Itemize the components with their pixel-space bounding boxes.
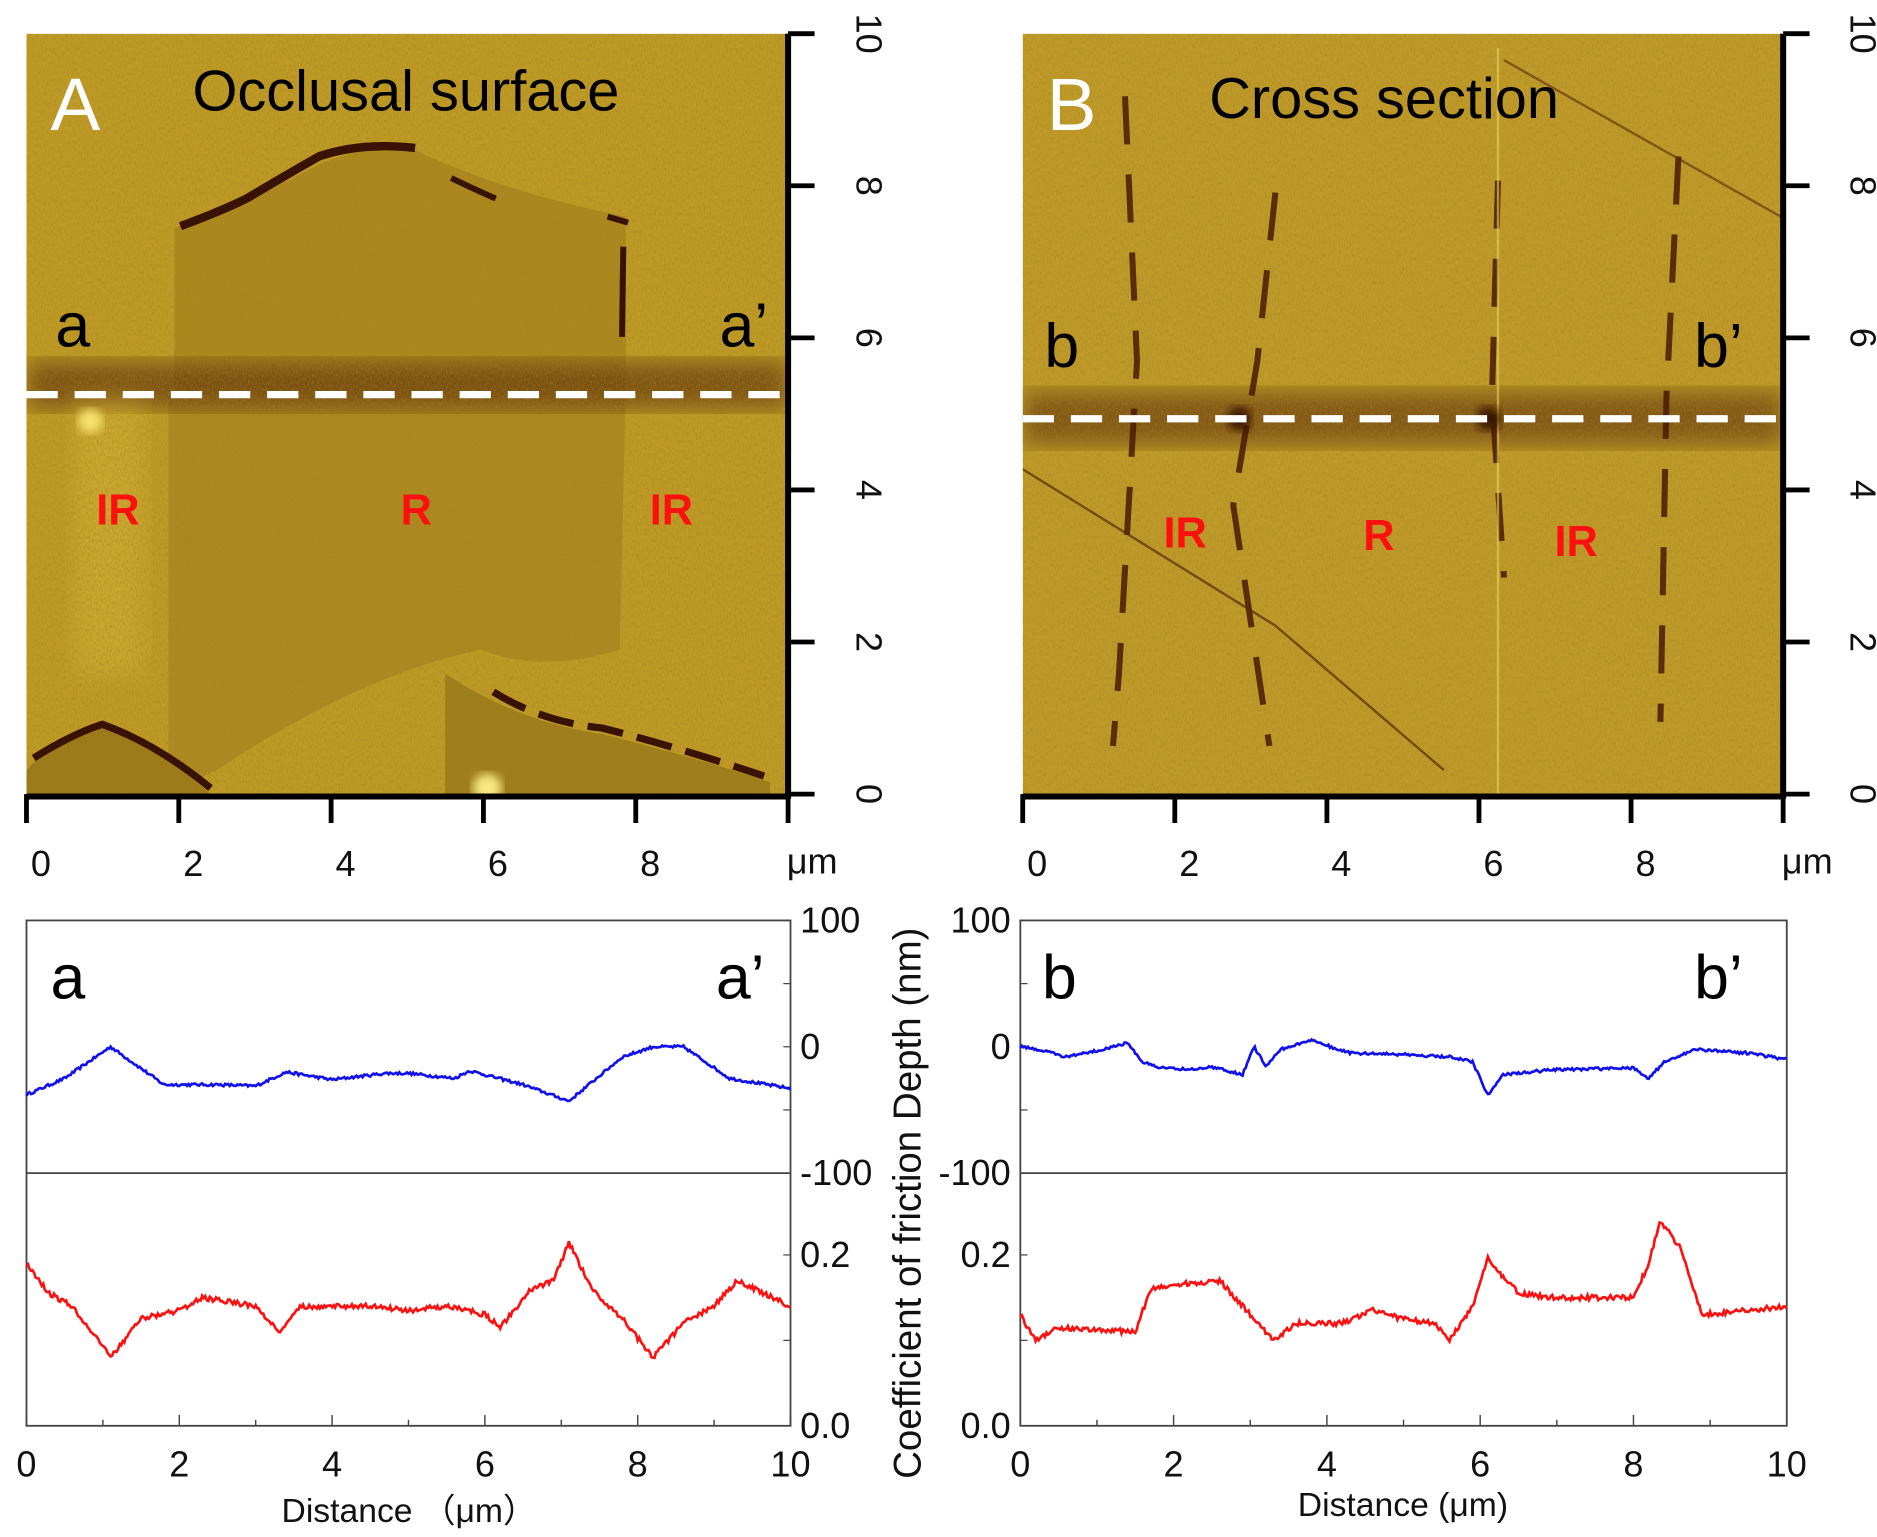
y-axis-label: Coefficient of friction Depth (nm): [886, 928, 929, 1479]
image-b-x-tick-label: 4: [1331, 843, 1351, 884]
image-a-x-tick-label: 0: [31, 843, 51, 884]
image-a-y-tick-label: 4: [849, 480, 890, 500]
chart-b-friction-tick-label: 0.2: [961, 1234, 1011, 1275]
chart-b-depth-tick-label: -100: [938, 1152, 1010, 1193]
panel-a-region-ir-left: IR: [96, 487, 139, 535]
panel-a-start-marker: a: [55, 291, 90, 361]
panel-b-end-marker: b’: [1694, 311, 1743, 381]
chart-a-start-label: a: [51, 943, 86, 1013]
chart-b-x-tick-label: 0: [1010, 1443, 1030, 1484]
image-b-y-tick-label: 6: [1843, 328, 1877, 348]
panel-a-end-marker: a’: [720, 291, 769, 361]
afm-image-cross-section: [1022, 33, 1784, 795]
chart-a-x-tick-label: 2: [169, 1443, 189, 1484]
chart-b-end-label: b’: [1694, 943, 1743, 1013]
chart-a-depth-line: [25, 1043, 792, 1103]
image-b-y-tick-label: 8: [1843, 176, 1877, 196]
chart-a-depth-tick-label: 100: [800, 899, 860, 940]
chart-b-depth-line: [1019, 1037, 1788, 1096]
image-b-y-tick-label: 4: [1843, 480, 1877, 500]
chart-a-x-tick-label: 0: [16, 1443, 36, 1484]
panel-a-region-r: R: [401, 487, 432, 535]
chart-b-depth-tick-label: 0: [991, 1026, 1011, 1067]
chart-a-x-tick-label: 4: [322, 1443, 342, 1484]
image-a-y-tick-label: 10: [849, 14, 890, 54]
image-a-x-tick-label: 4: [336, 843, 356, 884]
chart-b-x-tick-label: 2: [1164, 1443, 1184, 1484]
panel-b-region-r: R: [1363, 512, 1394, 560]
chart-a-end-label: a’: [716, 943, 765, 1013]
chart-b-friction-line: [1019, 1220, 1788, 1345]
chart-b-x-tick-label: 10: [1767, 1443, 1807, 1484]
image-a-x-tick-label: 2: [183, 843, 203, 884]
image-a-y-tick-label: 2: [849, 632, 890, 652]
panel-b-letter: B: [1047, 62, 1097, 146]
panel-b-start-marker: b: [1044, 311, 1079, 381]
image-a-y-tick-label: 0: [849, 784, 890, 804]
image-a-unit-label: μm: [787, 841, 838, 882]
image-a-y-tick-label: 8: [849, 176, 890, 196]
image-a-y-tick-label: 6: [849, 328, 890, 348]
panel-a-region-ir-right: IR: [650, 487, 693, 535]
image-b-unit-label: μm: [1782, 841, 1833, 882]
image-b-x-tick-label: 2: [1179, 843, 1199, 884]
chart-a-depth-tick-label: -100: [800, 1152, 872, 1193]
chart-a-friction-line: [25, 1240, 791, 1360]
image-b-y-tick-label: 2: [1843, 632, 1877, 652]
afm-image-occlusal: [26, 33, 789, 795]
chart-b-x-tick-label: 6: [1470, 1443, 1490, 1484]
image-b-x-tick-label: 0: [1027, 843, 1047, 884]
panel-b-title: Cross section: [1209, 67, 1559, 131]
chart-b-x-tick-label: 8: [1623, 1443, 1643, 1484]
image-a-x-tick-label: 6: [488, 843, 508, 884]
panel-a-title: Occlusal surface: [193, 60, 620, 124]
image-b-x-tick-label: 8: [1635, 843, 1655, 884]
chart-a-x-tick-label: 6: [475, 1443, 495, 1484]
image-b-x-tick-label: 6: [1483, 843, 1503, 884]
chart-b-x-tick-label: 4: [1317, 1443, 1337, 1484]
chart-a-x-axis-label: Distance （μm）: [282, 1492, 537, 1530]
panel-b-region-ir-right: IR: [1555, 518, 1598, 566]
image-b-y-tick-label: 0: [1843, 784, 1877, 804]
chart-b-x-axis-label: Distance (μm): [1298, 1487, 1508, 1524]
chart-b-start-label: b: [1042, 943, 1077, 1013]
chart-b-friction-tick-label: 0.0: [961, 1405, 1011, 1446]
panel-b-region-ir-left: IR: [1163, 509, 1206, 557]
image-a-x-tick-label: 8: [640, 843, 660, 884]
panel-a-letter: A: [51, 62, 101, 146]
chart-a-friction-tick-label: 0.0: [800, 1405, 850, 1446]
chart-a-x-tick-label: 10: [770, 1443, 810, 1484]
chart-b-depth-tick-label: 100: [950, 899, 1010, 940]
chart-a-x-tick-label: 8: [628, 1443, 648, 1484]
image-b-y-tick-label: 10: [1843, 14, 1877, 54]
chart-a-friction-tick-label: 0.2: [800, 1234, 850, 1275]
chart-a-depth-tick-label: 0: [800, 1026, 820, 1067]
